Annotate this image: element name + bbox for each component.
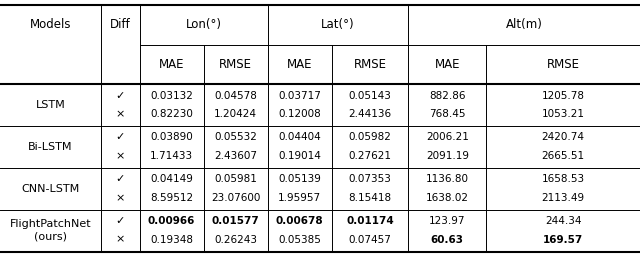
Text: 768.45: 768.45 (429, 109, 466, 119)
Text: CNN-LSTM: CNN-LSTM (21, 184, 80, 194)
Text: MAE: MAE (287, 58, 312, 71)
Text: ×: × (116, 151, 125, 161)
Text: 2006.21: 2006.21 (426, 133, 468, 143)
Text: 0.05385: 0.05385 (278, 235, 321, 245)
Text: 8.15418: 8.15418 (348, 193, 392, 203)
Text: 0.03717: 0.03717 (278, 91, 321, 101)
Text: Lon(°): Lon(°) (186, 18, 221, 31)
Text: ✓: ✓ (116, 174, 125, 184)
Text: 0.26243: 0.26243 (214, 235, 257, 245)
Text: 2.43607: 2.43607 (214, 151, 257, 161)
Text: 0.04149: 0.04149 (150, 174, 193, 184)
Text: 2113.49: 2113.49 (541, 193, 585, 203)
Text: Bi-LSTM: Bi-LSTM (28, 142, 73, 152)
Text: FlightPatchNet
(ours): FlightPatchNet (ours) (10, 219, 92, 242)
Text: 0.01174: 0.01174 (346, 216, 394, 226)
Text: ✓: ✓ (116, 216, 125, 226)
Text: LSTM: LSTM (36, 100, 65, 110)
Text: 0.04578: 0.04578 (214, 91, 257, 101)
Text: RMSE: RMSE (353, 58, 387, 71)
Text: 244.34: 244.34 (545, 216, 582, 226)
Text: 0.07353: 0.07353 (349, 174, 391, 184)
Text: 0.27621: 0.27621 (348, 151, 392, 161)
Text: 2091.19: 2091.19 (426, 151, 469, 161)
Text: 2665.51: 2665.51 (541, 151, 585, 161)
Text: Lat(°): Lat(°) (321, 18, 355, 31)
Text: RMSE: RMSE (547, 58, 580, 71)
Text: 0.12008: 0.12008 (278, 109, 321, 119)
Text: 0.05143: 0.05143 (349, 91, 391, 101)
Text: 0.00966: 0.00966 (148, 216, 195, 226)
Text: 0.19348: 0.19348 (150, 235, 193, 245)
Text: 882.86: 882.86 (429, 91, 466, 101)
Text: 169.57: 169.57 (543, 235, 583, 245)
Text: 0.05981: 0.05981 (214, 174, 257, 184)
Text: Diff: Diff (110, 18, 131, 31)
Text: 0.07457: 0.07457 (349, 235, 391, 245)
Text: 23.07600: 23.07600 (211, 193, 260, 203)
Text: 0.19014: 0.19014 (278, 151, 321, 161)
Text: ✓: ✓ (116, 91, 125, 101)
Text: ×: × (116, 235, 125, 245)
Text: 1136.80: 1136.80 (426, 174, 469, 184)
Text: MAE: MAE (435, 58, 460, 71)
Text: 8.59512: 8.59512 (150, 193, 193, 203)
Text: ×: × (116, 193, 125, 203)
Text: 60.63: 60.63 (431, 235, 464, 245)
Text: 0.82230: 0.82230 (150, 109, 193, 119)
Text: 1205.78: 1205.78 (541, 91, 585, 101)
Text: 1638.02: 1638.02 (426, 193, 469, 203)
Text: 1053.21: 1053.21 (541, 109, 585, 119)
Text: MAE: MAE (159, 58, 184, 71)
Text: 0.05982: 0.05982 (349, 133, 391, 143)
Text: ×: × (116, 109, 125, 119)
Text: 0.03132: 0.03132 (150, 91, 193, 101)
Text: 0.05139: 0.05139 (278, 174, 321, 184)
Text: 0.01577: 0.01577 (212, 216, 259, 226)
Text: 0.00678: 0.00678 (276, 216, 323, 226)
Text: 2420.74: 2420.74 (541, 133, 585, 143)
Text: 1.71433: 1.71433 (150, 151, 193, 161)
Text: 1.20424: 1.20424 (214, 109, 257, 119)
Text: 2.44136: 2.44136 (348, 109, 392, 119)
Text: Models: Models (30, 18, 71, 31)
Text: 1.95957: 1.95957 (278, 193, 321, 203)
Text: 123.97: 123.97 (429, 216, 466, 226)
Text: ✓: ✓ (116, 133, 125, 143)
Text: 0.04404: 0.04404 (278, 133, 321, 143)
Text: 0.03890: 0.03890 (150, 133, 193, 143)
Text: 0.05532: 0.05532 (214, 133, 257, 143)
Text: Alt(m): Alt(m) (506, 18, 543, 31)
Text: 1658.53: 1658.53 (541, 174, 585, 184)
Text: RMSE: RMSE (219, 58, 252, 71)
